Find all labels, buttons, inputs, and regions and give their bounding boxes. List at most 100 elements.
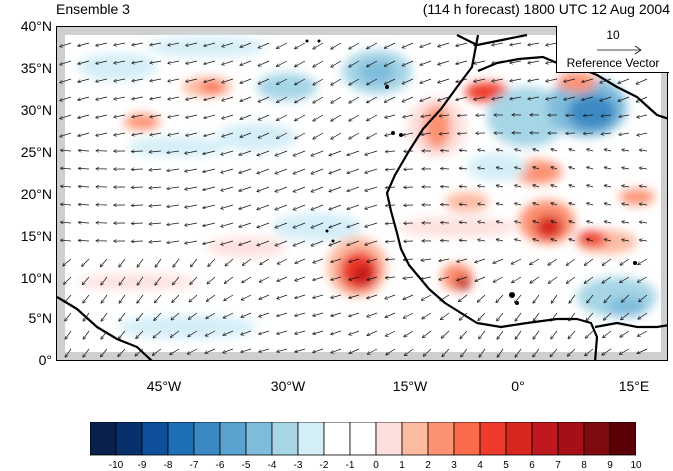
wind-vector	[619, 115, 630, 117]
wind-vector	[405, 348, 414, 355]
wind-vector	[331, 78, 342, 85]
wind-vector	[478, 204, 486, 205]
wind-vector	[96, 78, 108, 82]
wind-vector	[239, 168, 252, 173]
wind-vector	[295, 312, 306, 316]
wind-vector	[367, 294, 378, 298]
wind-vector	[528, 96, 540, 99]
wind-vector	[510, 78, 522, 81]
wind-vector	[497, 203, 504, 205]
wind-vector	[640, 222, 648, 223]
wind-vector	[240, 96, 252, 101]
lat-label-15n: 15°N	[20, 228, 52, 244]
wind-vector	[277, 96, 288, 102]
wind-vector	[605, 221, 612, 223]
wind-vector	[65, 312, 72, 321]
wind-vector	[61, 204, 72, 205]
wind-vector	[293, 240, 306, 246]
wind-vector	[295, 60, 306, 67]
wind-vector	[515, 330, 522, 339]
colorbar-tick-label: 3	[451, 460, 457, 471]
wind-vector	[637, 348, 648, 354]
wind-vector	[331, 114, 342, 121]
wind-vector	[638, 258, 648, 265]
wind-vector	[150, 96, 162, 99]
wind-vector	[510, 60, 522, 63]
wind-vector	[546, 60, 558, 63]
wind-vector	[188, 348, 198, 354]
wind-vector	[149, 187, 162, 188]
wind-vector	[497, 312, 504, 321]
wind-vector	[424, 348, 432, 356]
wind-vector	[168, 78, 180, 81]
wind-vector	[311, 150, 324, 156]
wind-vector	[83, 312, 90, 321]
wind-vector	[533, 239, 540, 241]
wind-vector	[582, 96, 594, 100]
wind-vector	[460, 168, 468, 169]
wind-vector	[420, 60, 432, 65]
wind-vector	[367, 78, 378, 85]
wind-vector	[78, 78, 90, 82]
wind-vector	[568, 330, 576, 339]
wind-vector	[548, 258, 558, 265]
wind-vector	[313, 276, 324, 280]
wind-vector	[191, 258, 198, 267]
wind-vector	[439, 258, 450, 261]
wind-vector	[96, 42, 108, 46]
wind-vector	[78, 114, 90, 118]
south-america-coast	[57, 296, 153, 360]
wind-vector	[222, 132, 234, 137]
wind-vector	[349, 96, 360, 103]
wind-vector	[173, 276, 180, 285]
colorbar-tick-label: -9	[137, 460, 147, 471]
wind-vector	[257, 150, 270, 155]
wind-vector	[528, 78, 540, 81]
wind-vector	[186, 96, 198, 100]
wind-vector	[96, 96, 108, 100]
wind-vector	[640, 204, 648, 205]
wind-vector	[622, 150, 630, 151]
wind-vector	[149, 223, 162, 224]
wind-vector	[96, 60, 108, 64]
colorbar-tick-label: -10	[108, 460, 124, 471]
wind-vector	[533, 185, 540, 187]
wind-vector	[313, 60, 324, 67]
reference-vector-arrow	[597, 45, 642, 55]
wind-vector	[637, 114, 648, 117]
wind-vector	[132, 114, 144, 117]
wind-vector	[240, 114, 252, 119]
wind-vector	[533, 330, 540, 339]
wind-vector	[585, 258, 594, 265]
wind-vector	[155, 258, 162, 267]
wind-vector	[167, 151, 180, 153]
wind-vector	[295, 114, 306, 121]
wind-vector	[440, 294, 450, 301]
wind-vector	[421, 115, 432, 117]
wind-vector	[585, 276, 594, 283]
wind-vector	[386, 205, 396, 206]
wind-vector	[622, 168, 630, 169]
wind-vector	[367, 96, 378, 103]
wind-vector	[311, 240, 324, 246]
wind-vector	[83, 294, 90, 303]
wind-vector	[203, 204, 216, 208]
wind-vector	[168, 60, 180, 63]
wind-vector	[385, 42, 396, 48]
wind-vector	[83, 276, 90, 285]
wind-vector	[546, 78, 558, 81]
lat-label-5n: 5°N	[28, 310, 53, 326]
wind-vector	[533, 203, 540, 205]
wind-vector	[132, 223, 144, 224]
wind-vector	[185, 240, 198, 243]
wind-vector	[204, 132, 216, 136]
wind-vector	[331, 60, 342, 67]
wind-vector	[277, 114, 288, 120]
wind-vector	[60, 96, 72, 101]
wind-vector	[114, 114, 126, 117]
wind-vector	[569, 167, 576, 169]
wind-vector	[150, 132, 162, 135]
wind-vector	[78, 42, 90, 46]
wind-vector	[515, 167, 522, 169]
colorbar-tick-label: 6	[529, 460, 535, 471]
